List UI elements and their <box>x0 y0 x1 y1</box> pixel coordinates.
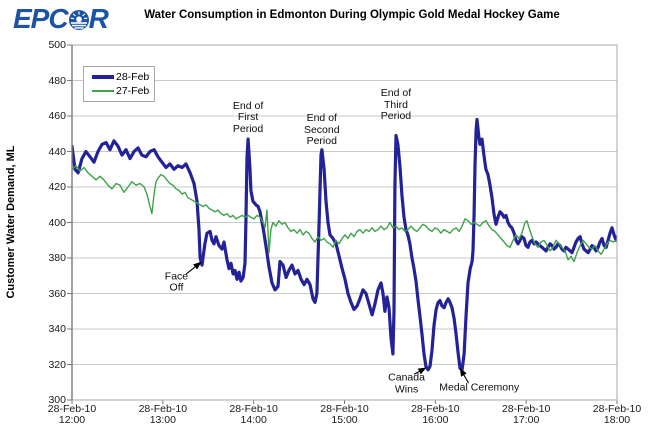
x-tick-label: 28-Feb-10 16:00 <box>411 403 460 426</box>
x-tick-label: 28-Feb-10 15:00 <box>320 403 369 426</box>
annotation-medal-ceremony: Medal Ceremony <box>439 380 520 393</box>
annotation-end-third-period: End of Third Period <box>380 87 412 123</box>
logo-text-post: R <box>88 3 109 34</box>
series-lines <box>72 117 617 372</box>
annotation-end-first-period: End of First Period <box>232 99 264 135</box>
series-line-28-feb <box>72 117 617 372</box>
annotation-end-second-period: End of Second Period <box>303 111 340 147</box>
annotation-arrow-face-off <box>185 261 202 275</box>
y-tick-label: 360 <box>48 287 66 300</box>
page-title: Water Consumption in Edmonton During Oly… <box>144 9 560 21</box>
y-tick-label: 320 <box>48 358 66 371</box>
annotation-arrows <box>185 261 470 384</box>
chart-legend: 28-Feb 27-Feb <box>83 66 155 102</box>
y-tick-label: 420 <box>48 181 66 193</box>
x-tick-label: 28-Feb-10 13:00 <box>138 403 188 426</box>
epcor-logo: EPC R <box>13 3 109 35</box>
globe-sun-water-icon <box>68 10 89 30</box>
x-tick-label: 28-Feb-10 18:00 <box>592 403 642 426</box>
annotation-face-off: Face Off <box>164 270 189 294</box>
y-tick-label: 500 <box>48 39 66 51</box>
axis-ticks <box>67 44 618 404</box>
plot-frame <box>71 44 618 401</box>
series-line-27-feb <box>72 164 617 263</box>
legend-entry-27-feb: 27-Feb <box>92 85 154 97</box>
legend-label: 27-Feb <box>116 85 150 98</box>
x-tick-label: 28-Feb-10 14:00 <box>229 403 278 426</box>
legend-label: 28-Feb <box>116 70 150 83</box>
x-tick-label: 28-Feb-10 17:00 <box>501 403 551 426</box>
annotation-canada-wins: Canada Wins <box>388 371 425 396</box>
y-tick-label: 380 <box>48 252 66 264</box>
logo-text-pre: EPC <box>13 3 69 34</box>
annotation-arrow-canada-wins <box>413 367 427 375</box>
y-axis-title: Customer Water Demand, ML <box>5 145 17 299</box>
legend-line-swatch-27-feb <box>92 90 114 93</box>
y-tick-label: 400 <box>48 216 66 229</box>
y-tick-label: 480 <box>48 74 66 87</box>
annotation-arrow-medal-ceremony <box>459 367 470 384</box>
y-tick-label: 460 <box>48 110 66 122</box>
y-tick-label: 440 <box>48 145 66 158</box>
y-tick-label: 300 <box>48 394 66 406</box>
legend-line-swatch-28-feb <box>92 74 114 79</box>
x-tick-label: 28-Feb-10 12:00 <box>47 403 97 426</box>
legend-entry-28-feb: 28-Feb <box>92 71 154 83</box>
y-tick-label: 340 <box>48 323 66 335</box>
